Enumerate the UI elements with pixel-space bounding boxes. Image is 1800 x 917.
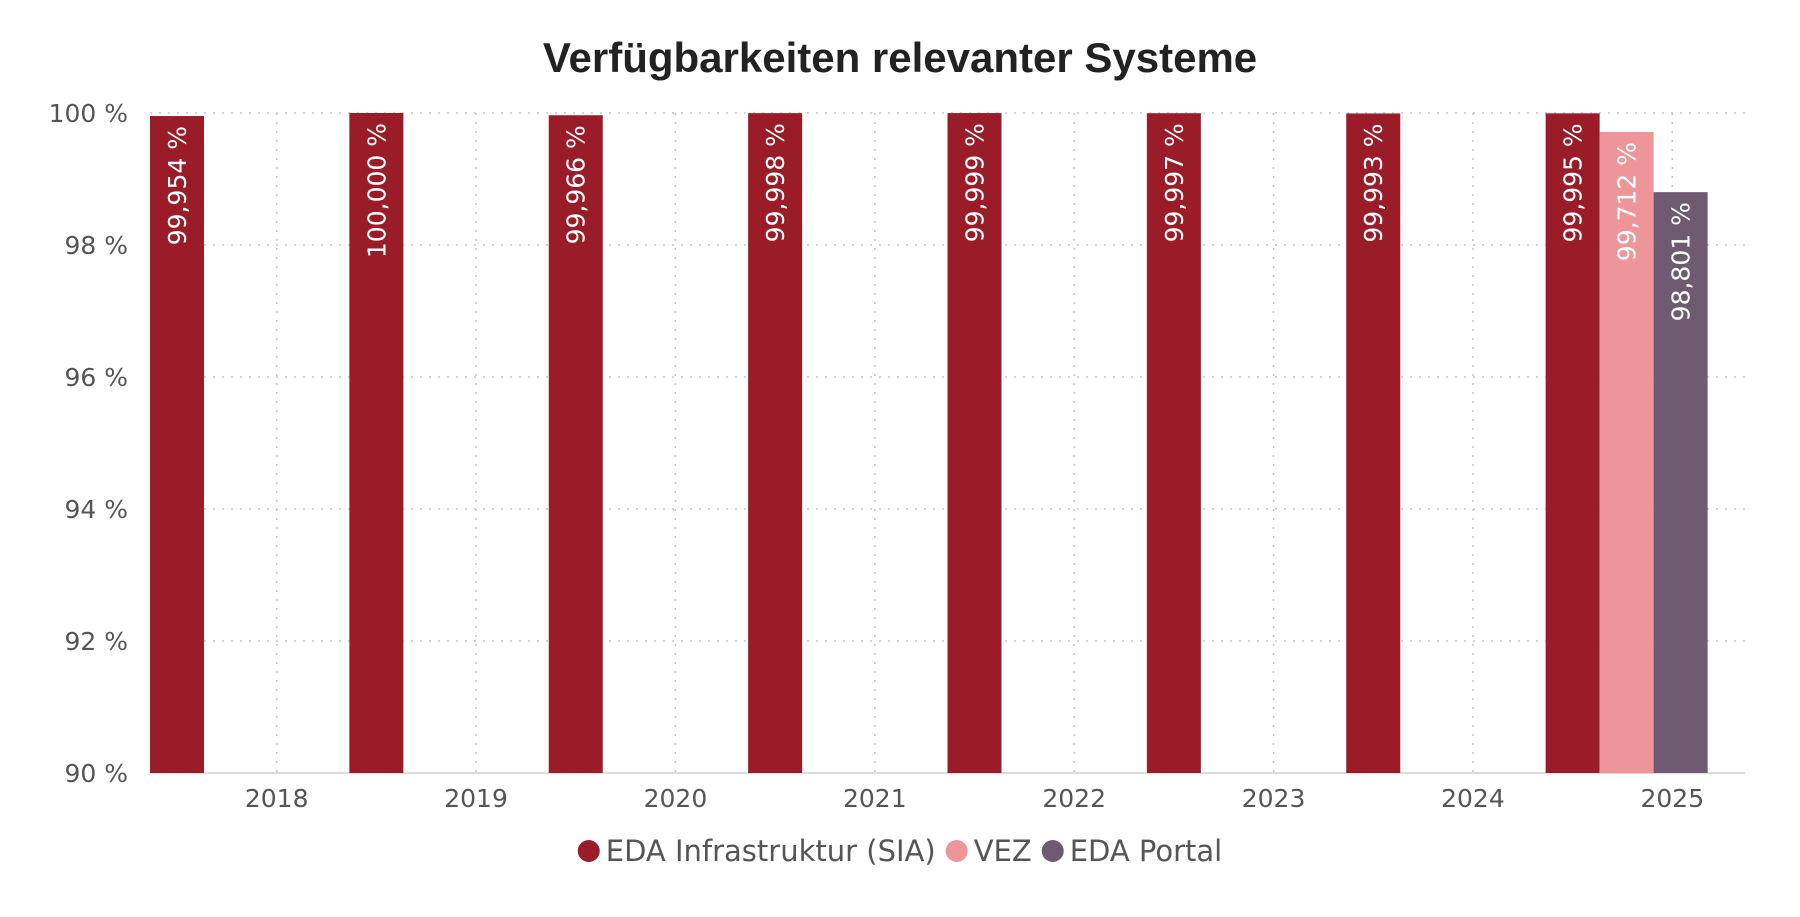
legend-label: VEZ (974, 834, 1032, 868)
y-tick-label: 100 % (49, 99, 128, 128)
bar-eda-infrastruktur-sia--2023 (1146, 113, 1201, 773)
y-tick-label: 90 % (64, 759, 128, 788)
x-axis: 2018 2019 2020 2021 2022 2023 2024 2025 (245, 784, 1704, 813)
legend: EDA Infrastruktur (SIA) VEZ EDA Portal (577, 834, 1223, 868)
y-tick-label: 98 % (64, 231, 128, 260)
bar-vez-2025 (1599, 132, 1654, 773)
data-label: 100,000 % (362, 123, 391, 258)
x-tick-label: 2019 (444, 784, 508, 813)
bar-eda-infrastruktur-sia--2025 (1545, 113, 1600, 773)
x-tick-label: 2021 (843, 784, 907, 813)
bars-layer: 99,954 % 100,000 % 99,966 % 99,998 % 99,999 … (150, 113, 1708, 774)
x-tick-label: 2018 (245, 784, 309, 813)
chart-title: Verfügbarkeiten relevanter Systeme (543, 34, 1257, 81)
data-label: 99,954 % (163, 126, 192, 245)
legend-label: EDA Portal (1070, 834, 1223, 868)
bar-eda-infrastruktur-sia--2024 (1346, 113, 1401, 774)
x-tick-label: 2025 (1641, 784, 1705, 813)
bar-eda-infrastruktur-sia--2019 (349, 113, 404, 773)
y-axis: 90 % 92 % 94 % 96 % 98 % 100 % (49, 99, 128, 788)
data-label: 99,997 % (1160, 123, 1189, 242)
bar-eda-infrastruktur-sia--2020 (548, 115, 603, 773)
y-tick-label: 94 % (64, 495, 128, 524)
y-tick-label: 92 % (64, 627, 128, 656)
legend-marker (1041, 840, 1064, 862)
legend-marker (577, 840, 600, 862)
bar-eda-infrastruktur-sia--2022 (947, 113, 1002, 774)
x-tick-label: 2022 (1042, 784, 1106, 813)
data-label: 98,801 % (1667, 202, 1696, 321)
data-label: 99,712 % (1613, 142, 1642, 261)
legend-label: EDA Infrastruktur (SIA) (606, 834, 936, 868)
bar-eda-portal-2025 (1653, 192, 1708, 773)
x-tick-label: 2020 (644, 784, 708, 813)
x-tick-label: 2024 (1441, 784, 1505, 813)
data-label: 99,993 % (1359, 123, 1388, 242)
data-label: 99,995 % (1559, 123, 1588, 242)
bar-eda-infrastruktur-sia--2018 (150, 116, 204, 773)
legend-marker (945, 840, 968, 862)
data-label: 99,998 % (761, 123, 790, 242)
data-label: 99,999 % (961, 123, 990, 242)
data-label: 99,966 % (562, 125, 591, 244)
bar-eda-infrastruktur-sia--2021 (748, 113, 803, 773)
x-tick-label: 2023 (1242, 784, 1306, 813)
y-tick-label: 96 % (64, 363, 128, 392)
